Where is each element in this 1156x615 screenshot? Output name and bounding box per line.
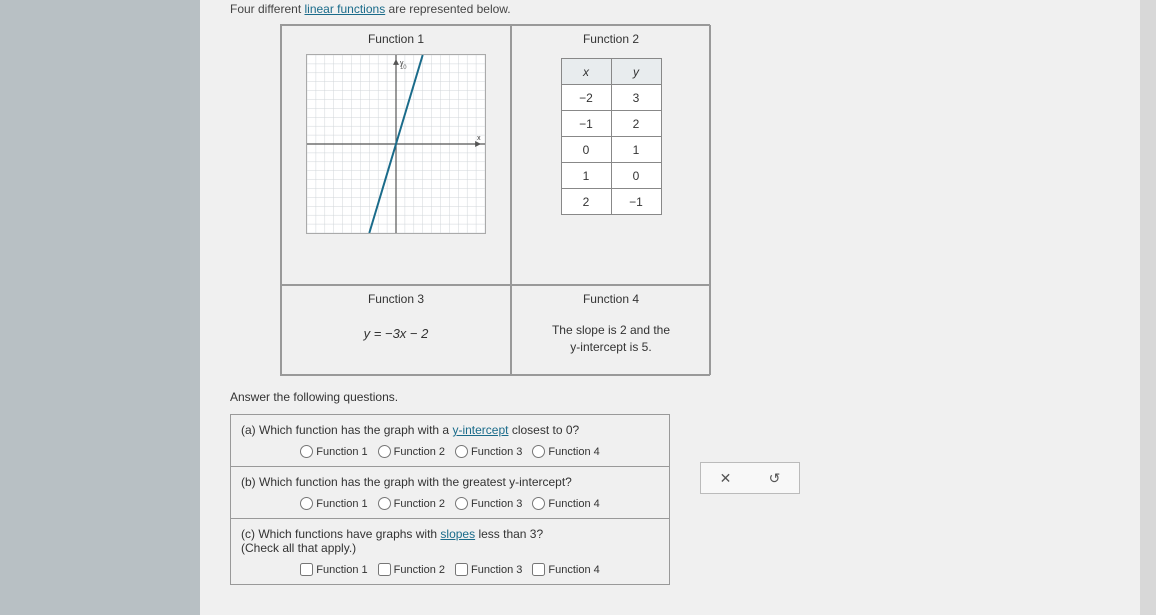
- answer-intro: Answer the following questions.: [230, 390, 930, 404]
- qc-opt-2[interactable]: Function 2: [378, 563, 445, 576]
- function-3-title: Function 3: [368, 292, 424, 306]
- function-3-equation: y = −3x − 2: [364, 326, 429, 341]
- qa-radio-1[interactable]: [300, 445, 313, 458]
- linear-functions-link[interactable]: linear functions: [304, 2, 385, 16]
- table-row: 01: [561, 137, 661, 163]
- qb-opt-4[interactable]: Function 4: [532, 497, 599, 510]
- function-2-title: Function 2: [583, 32, 639, 46]
- question-a: (a) Which function has the graph with a …: [231, 415, 669, 467]
- qa-radio-4[interactable]: [532, 445, 545, 458]
- table-header-x: x: [561, 59, 611, 85]
- question-c: (c) Which functions have graphs with slo…: [231, 519, 669, 584]
- function-3-cell: Function 3 y = −3x − 2: [281, 285, 511, 375]
- qb-radio-1[interactable]: [300, 497, 313, 510]
- qc-prefix: (c) Which functions have graphs with: [241, 527, 440, 541]
- reset-button[interactable]: ↺: [766, 469, 784, 487]
- intro-prefix: Four different: [230, 2, 304, 16]
- table-row: −23: [561, 85, 661, 111]
- qc-check-3[interactable]: [455, 563, 468, 576]
- qb-text: (b) Which function has the graph with th…: [241, 475, 572, 489]
- qb-radio-3[interactable]: [455, 497, 468, 510]
- intro-suffix: are represented below.: [385, 2, 510, 16]
- function-2-table: x y −23 −12 01 10 2−1: [561, 58, 662, 215]
- qc-sub: (Check all that apply.): [241, 541, 356, 555]
- table-row: −12: [561, 111, 661, 137]
- close-button[interactable]: ✕: [717, 469, 735, 487]
- qb-radio-4[interactable]: [532, 497, 545, 510]
- qb-options: Function 1 Function 2 Function 3 Functio…: [241, 497, 659, 510]
- qb-opt-1[interactable]: Function 1: [300, 497, 367, 510]
- qa-opt-1[interactable]: Function 1: [300, 445, 367, 458]
- table-row: 10: [561, 163, 661, 189]
- qa-radio-2[interactable]: [378, 445, 391, 458]
- questions-box: (a) Which function has the graph with a …: [230, 414, 670, 585]
- qc-options: Function 1 Function 2 Function 3 Functio…: [241, 563, 659, 576]
- functions-grid: Function 1 y x 10 Function 2: [280, 24, 710, 376]
- function-1-graph: y x 10: [306, 54, 486, 234]
- qa-suffix: closest to 0?: [508, 423, 579, 437]
- svg-text:x: x: [477, 135, 481, 142]
- question-b: (b) Which function has the graph with th…: [231, 467, 669, 519]
- function-4-text: The slope is 2 and the y-intercept is 5.: [552, 322, 670, 356]
- qc-opt-1[interactable]: Function 1: [300, 563, 367, 576]
- action-box: ✕ ↺: [700, 462, 800, 494]
- function-4-title: Function 4: [583, 292, 639, 306]
- qa-opt-2[interactable]: Function 2: [378, 445, 445, 458]
- slopes-link[interactable]: slopes: [440, 527, 475, 541]
- qc-opt-4[interactable]: Function 4: [532, 563, 599, 576]
- function-4-cell: Function 4 The slope is 2 and the y-inte…: [511, 285, 711, 375]
- qb-radio-2[interactable]: [378, 497, 391, 510]
- qa-opt-3[interactable]: Function 3: [455, 445, 522, 458]
- function-2-cell: Function 2 x y −23 −12 01 10 2−1: [511, 25, 711, 285]
- content-area: Four different linear functions are repr…: [230, 0, 930, 585]
- qb-opt-3[interactable]: Function 3: [455, 497, 522, 510]
- y-intercept-link[interactable]: y-intercept: [452, 423, 508, 437]
- qa-prefix: (a) Which function has the graph with a: [241, 423, 452, 437]
- function-1-cell: Function 1 y x 10: [281, 25, 511, 285]
- qc-opt-3[interactable]: Function 3: [455, 563, 522, 576]
- qc-check-2[interactable]: [378, 563, 391, 576]
- graph-svg: y x 10: [307, 55, 485, 233]
- function-1-title: Function 1: [368, 32, 424, 46]
- qc-check-1[interactable]: [300, 563, 313, 576]
- qb-opt-2[interactable]: Function 2: [378, 497, 445, 510]
- qc-suffix: less than 3?: [475, 527, 543, 541]
- table-header-y: y: [611, 59, 661, 85]
- intro-text: Four different linear functions are repr…: [230, 0, 930, 24]
- svg-text:10: 10: [400, 65, 407, 71]
- qa-opt-4[interactable]: Function 4: [532, 445, 599, 458]
- table-row: 2−1: [561, 189, 661, 215]
- qc-check-4[interactable]: [532, 563, 545, 576]
- left-margin: [0, 0, 200, 615]
- qa-options: Function 1 Function 2 Function 3 Functio…: [241, 445, 659, 458]
- qa-radio-3[interactable]: [455, 445, 468, 458]
